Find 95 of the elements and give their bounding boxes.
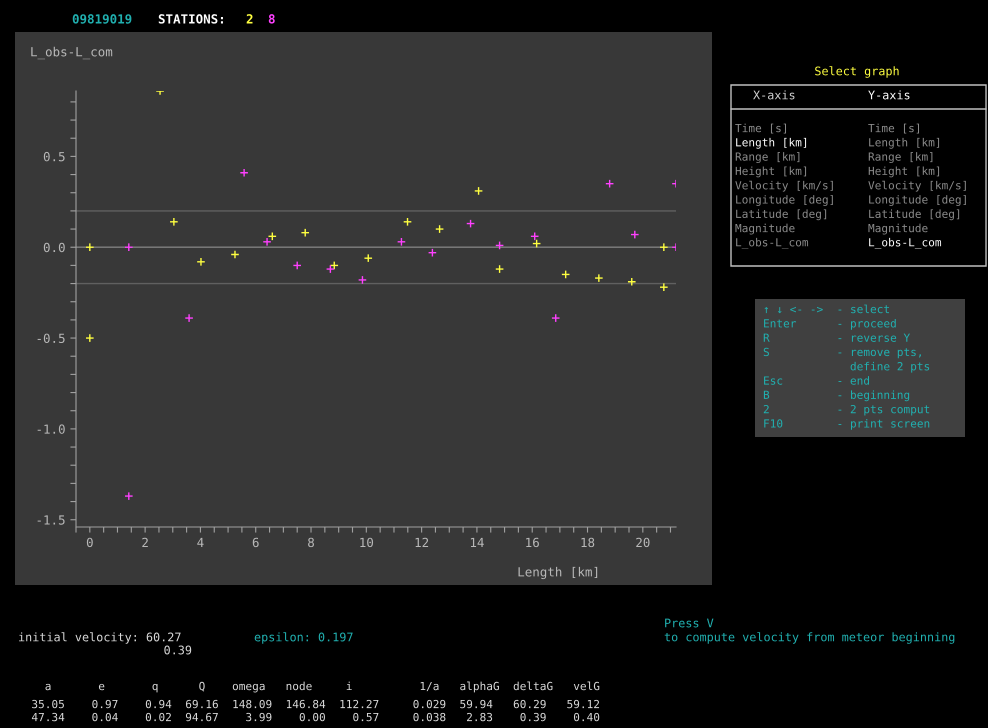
text: Magnitude — [735, 224, 795, 235]
text: Esc - end — [764, 376, 869, 385]
point — [124, 492, 134, 501]
text: Y-axis — [868, 90, 910, 100]
text: 35.05 0.97 0.94 69.16 148.09 146.84 112.27 0.029 59.94 60.29 59.12 — [32, 700, 600, 708]
point — [659, 282, 668, 292]
text: Velocity [km/s] — [868, 180, 966, 192]
text: Longitude [deg] — [869, 195, 966, 206]
x-tick-label: 16 — [526, 538, 539, 548]
point — [326, 264, 335, 274]
chart-title: 09819019 — [72, 14, 132, 24]
point — [184, 314, 194, 323]
text: STATIONS: — [158, 14, 223, 24]
x-tick-label: 4 — [197, 538, 204, 547]
text: S - remove pts, — [764, 348, 921, 358]
text: F10 - print screen — [764, 419, 930, 430]
point — [594, 274, 604, 283]
point — [85, 334, 94, 343]
x-tick-label: 6 — [252, 538, 259, 548]
point — [364, 254, 373, 263]
text: 0.39 — [164, 646, 192, 654]
x-tick-label: 20 — [636, 538, 650, 548]
text: Select graph — [815, 66, 899, 78]
text: 2 — [246, 14, 252, 24]
x-tick-label: 0 — [86, 538, 93, 548]
point — [630, 230, 640, 240]
point — [268, 232, 277, 241]
point — [474, 186, 484, 196]
point — [292, 260, 302, 270]
point — [561, 270, 570, 279]
point — [262, 237, 272, 246]
point — [124, 242, 134, 252]
point — [396, 237, 406, 246]
point — [532, 239, 542, 248]
x-axis-title: Length [km] — [518, 566, 598, 580]
text: to compute velocity from meteor beginning — [664, 632, 954, 644]
text: 47.34 0.04 0.02 94.67 3.99 0.00 0.57 0.038 2.83 0.39 0.40 — [32, 712, 600, 722]
text: Height [km] — [736, 166, 806, 178]
point — [85, 242, 94, 252]
text: ↑ ↓ <- -> - select — [764, 304, 890, 314]
point — [495, 240, 504, 250]
text: L_obs-L_com — [736, 238, 808, 249]
text: Latitude [deg] — [736, 209, 826, 220]
text: Height [km] — [868, 166, 940, 178]
point — [435, 224, 444, 234]
text: Longitude [deg] — [736, 195, 833, 206]
y-tick-label: 0.0 — [44, 242, 65, 252]
y-axis-title: L_obs-L_com — [31, 46, 112, 60]
x-tick-label: 18 — [581, 538, 594, 548]
text: Press V — [665, 618, 714, 628]
text: Enter - proceed — [764, 318, 896, 330]
x-tick-label: 12 — [416, 538, 428, 547]
point — [495, 264, 504, 274]
point — [551, 314, 560, 323]
point — [196, 257, 206, 266]
point — [300, 228, 310, 238]
x-tick-label: 10 — [360, 538, 374, 548]
point — [403, 217, 412, 226]
text: Length [km] — [736, 138, 806, 149]
point — [530, 232, 540, 241]
point — [466, 219, 476, 228]
point — [330, 260, 339, 270]
text: Magnitude — [868, 224, 928, 235]
point — [659, 242, 668, 252]
text: 2 - 2 pts comput — [764, 404, 930, 416]
text: Range [km] — [868, 152, 932, 164]
text: define 2 pts — [850, 362, 930, 373]
text: X-axis — [753, 90, 794, 100]
point — [230, 250, 240, 259]
point — [240, 168, 249, 178]
text: Time [s] — [735, 124, 786, 134]
point — [358, 275, 367, 284]
x-tick-label: 2 — [142, 538, 148, 547]
text: a e q Q omega node i 1/a alphaG deltaG velG — [45, 682, 600, 692]
text: B - beginning — [764, 390, 910, 402]
text: Latitude [deg] — [869, 209, 960, 220]
text: L_obs-L_com — [869, 238, 942, 249]
text: Length [km] — [869, 138, 940, 149]
point — [169, 217, 178, 226]
text: Range [km] — [736, 152, 800, 164]
y-tick-label: -1.0 — [38, 424, 65, 434]
text: Time [s] — [868, 124, 920, 134]
x-tick-label: 8 — [308, 538, 314, 548]
y-tick-label: 0.5 — [44, 152, 65, 162]
text: initial velocity: 60.27 — [19, 632, 181, 644]
point — [605, 179, 614, 188]
text: Velocity [km/s] — [735, 180, 833, 192]
point — [428, 248, 437, 258]
text: R - reverse Y — [764, 334, 910, 342]
text: epsilon: 0.197 — [254, 632, 353, 644]
x-tick-label: 14 — [470, 538, 484, 547]
text: 8 — [268, 14, 275, 24]
y-tick-label: -1.5 — [38, 515, 65, 525]
point — [627, 277, 636, 286]
y-tick-label: -0.5 — [38, 334, 65, 344]
